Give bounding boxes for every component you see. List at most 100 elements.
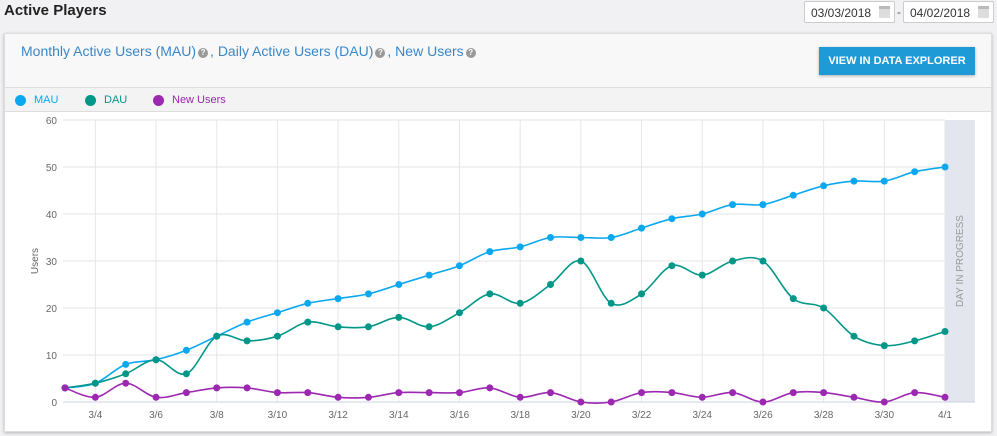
data-point [607, 299, 615, 307]
question-circle-icon[interactable]: ? [198, 48, 209, 58]
data-point [213, 332, 221, 340]
x-tick-label: 3/22 [632, 410, 652, 421]
data-point [607, 398, 615, 406]
card-header: Monthly Active Users (MAU)?, Daily Activ… [5, 34, 991, 88]
data-point [911, 337, 919, 345]
legend-item-new-users[interactable]: New Users [153, 94, 226, 106]
data-point [364, 323, 372, 331]
data-point [122, 370, 130, 378]
data-point [364, 290, 372, 298]
start-date-value: 03/03/2018 [811, 6, 872, 20]
day-in-progress-band [945, 120, 975, 402]
data-point [577, 234, 585, 241]
data-point [516, 243, 524, 251]
data-point [425, 323, 433, 331]
data-point [698, 271, 706, 279]
data-point [880, 398, 888, 406]
data-point [304, 318, 312, 326]
data-point [182, 346, 190, 354]
y-tick-label: 40 [46, 210, 58, 221]
day-in-progress-label: DAY IN PROGRESS [955, 215, 966, 307]
data-point [516, 299, 524, 307]
data-point [547, 389, 555, 397]
data-point [334, 393, 342, 401]
data-point [789, 295, 797, 303]
x-tick-label: 3/6 [149, 410, 163, 421]
data-point [273, 309, 281, 317]
x-tick-label: 3/16 [450, 410, 470, 421]
chart-legend: MAU DAU New Users [5, 88, 991, 112]
legend-item-mau[interactable]: MAU [15, 94, 58, 106]
data-point [668, 215, 676, 223]
data-point [152, 393, 160, 401]
data-point [91, 393, 99, 401]
data-point [304, 299, 312, 307]
data-point [729, 201, 737, 209]
x-tick-label: 3/30 [875, 410, 895, 421]
data-point [243, 318, 251, 326]
data-point [789, 191, 797, 199]
data-point [455, 309, 463, 317]
data-point [152, 356, 160, 364]
dau-title: , Daily Active Users (DAU) [210, 43, 374, 59]
data-point [182, 389, 190, 397]
legend-label: New Users [172, 94, 226, 106]
data-point [273, 332, 281, 340]
data-point [486, 384, 494, 392]
data-point [850, 332, 858, 340]
x-tick-label: 3/18 [510, 410, 530, 421]
data-point [182, 370, 190, 378]
x-tick-label: 3/24 [693, 410, 713, 421]
data-point [395, 389, 403, 397]
y-tick-label: 0 [51, 398, 57, 409]
y-tick-label: 30 [46, 257, 58, 268]
data-point [850, 393, 858, 401]
start-date-input[interactable]: 03/03/2018 [804, 1, 895, 23]
data-point [759, 201, 767, 209]
x-tick-label: 3/12 [328, 410, 348, 421]
legend-dot-icon [153, 94, 164, 106]
data-point [607, 234, 615, 241]
data-point [638, 290, 646, 298]
end-date-input[interactable]: 04/02/2018 [903, 1, 994, 23]
page-title: Active Players [4, 2, 107, 19]
x-tick-label: 4/1 [938, 410, 952, 421]
data-point [395, 313, 403, 321]
data-point [91, 379, 99, 387]
x-tick-label: 3/26 [753, 410, 773, 421]
question-circle-icon[interactable]: ? [465, 48, 476, 58]
data-point [334, 323, 342, 331]
data-point [941, 328, 949, 335]
data-point [820, 389, 828, 397]
data-point [455, 262, 463, 270]
x-tick-label: 3/8 [210, 410, 224, 421]
data-point [820, 304, 828, 312]
data-point [759, 398, 767, 406]
x-tick-label: 3/14 [389, 410, 409, 421]
data-point [638, 389, 646, 397]
data-point [668, 262, 676, 270]
data-point [273, 389, 281, 397]
legend-label: MAU [34, 94, 59, 106]
mau-title: Monthly Active Users (MAU) [21, 43, 197, 59]
view-in-data-explorer-button[interactable]: VIEW IN DATA EXPLORER [819, 47, 975, 75]
x-tick-label: 3/10 [268, 410, 288, 421]
legend-item-dau[interactable]: DAU [85, 94, 127, 106]
data-point [759, 257, 767, 265]
data-point [304, 389, 312, 397]
data-point [820, 182, 828, 190]
data-point [547, 281, 555, 288]
data-point [668, 389, 676, 397]
calendar-icon[interactable] [879, 6, 890, 18]
series-line-new-users [64, 382, 946, 404]
calendar-icon[interactable] [978, 6, 989, 18]
data-point [577, 257, 585, 265]
y-axis-label: Users [30, 248, 41, 274]
data-point [698, 393, 706, 401]
y-tick-label: 60 [46, 116, 58, 127]
data-point [213, 384, 221, 392]
data-point [486, 290, 494, 298]
question-circle-icon[interactable]: ? [375, 48, 386, 58]
data-point [547, 234, 555, 241]
